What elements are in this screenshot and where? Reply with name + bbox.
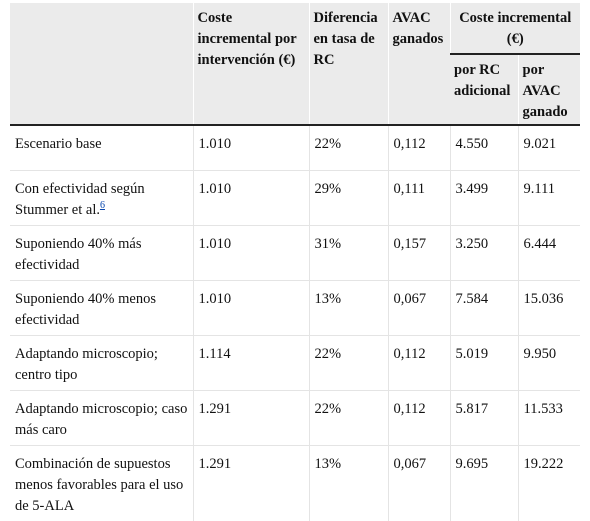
header-rc-diff: Diferencia en tasa de RC bbox=[308, 3, 388, 125]
cell-per-rc: 3.250 bbox=[449, 225, 518, 281]
cell-scenario: Combinación de supuestos menos favorable… bbox=[15, 455, 184, 514]
cell-diff: 29% bbox=[308, 170, 388, 226]
header-scenario bbox=[10, 3, 193, 125]
cell-scenario: Suponiendo 40% menos efectividad bbox=[10, 280, 193, 336]
sensitivity-table: Coste incremental por intervención (€) D… bbox=[10, 3, 580, 521]
cell-avac: 0,067 bbox=[387, 445, 450, 521]
cell-per-rc: 5.817 bbox=[449, 390, 518, 446]
cell-cost: 1.291 bbox=[192, 390, 309, 446]
cell-diff: 31% bbox=[308, 225, 388, 281]
table-row: Escenario base 1.010 22% 0,112 4.550 9.0… bbox=[10, 125, 580, 171]
table-row: Adaptando microscopio; caso más caro 1.2… bbox=[10, 390, 580, 446]
reference-link[interactable]: 6 bbox=[99, 199, 105, 211]
cell-cost: 1.010 bbox=[192, 170, 309, 226]
cell-avac: 0,112 bbox=[387, 335, 450, 391]
cell-scenario: Suponiendo 40% más efectividad bbox=[10, 225, 193, 281]
cell-per-avac: 19.222 bbox=[517, 445, 580, 521]
header-per-avac: por AVAC ganado bbox=[517, 54, 580, 125]
cell-scenario: Adaptando microscopio; caso más caro bbox=[10, 390, 193, 446]
table-body: Escenario base 1.010 22% 0,112 4.550 9.0… bbox=[10, 125, 580, 521]
cell-cost: 1.291 bbox=[192, 445, 309, 521]
table-row: Con efectividad según Stummer et al.6 1.… bbox=[10, 170, 580, 226]
table-row: Suponiendo 40% menos efectividad 1.010 1… bbox=[10, 280, 580, 336]
cell-cost: 1.114 bbox=[192, 335, 309, 391]
cell-per-avac: 11.533 bbox=[517, 390, 580, 446]
table-header: Coste incremental por intervención (€) D… bbox=[10, 3, 580, 125]
header-incremental-cost: Coste incremental (€) bbox=[449, 3, 580, 55]
cell-per-avac: 15.036 bbox=[517, 280, 580, 336]
cell-per-rc: 9.695 bbox=[449, 445, 518, 521]
cell-cost: 1.010 bbox=[192, 225, 309, 281]
cell-diff: 13% bbox=[308, 280, 388, 336]
cell-per-rc: 7.584 bbox=[449, 280, 518, 336]
cell-per-rc: 5.019 bbox=[449, 335, 518, 391]
cell-diff: 22% bbox=[308, 335, 388, 391]
cell-per-avac: 6.444 bbox=[517, 225, 580, 281]
cell-cost: 1.010 bbox=[192, 280, 309, 336]
table-row: Combinación de supuestos menos favorable… bbox=[10, 445, 580, 521]
cell-avac: 0,112 bbox=[387, 390, 450, 446]
cell-avac: 0,111 bbox=[387, 170, 450, 226]
cell-avac: 0,112 bbox=[387, 125, 450, 171]
table-row: Suponiendo 40% más efectividad 1.010 31%… bbox=[10, 225, 580, 281]
header-avac: AVAC ganados bbox=[387, 3, 450, 125]
cell-per-rc: 3.499 bbox=[449, 170, 518, 226]
cell-cost: 1.010 bbox=[192, 125, 309, 171]
cell-diff: 13% bbox=[308, 445, 388, 521]
cell-scenario: Con efectividad según Stummer et al.6 bbox=[10, 170, 193, 226]
cell-diff: 22% bbox=[308, 390, 388, 446]
table-row: Adaptando microscopio; centro tipo 1.114… bbox=[10, 335, 580, 391]
cell-avac: 0,157 bbox=[387, 225, 450, 281]
cell-diff: 22% bbox=[308, 125, 388, 171]
header-per-rc: por RC adicional bbox=[450, 54, 518, 125]
cell-per-rc: 4.550 bbox=[449, 125, 518, 171]
cell-scenario: Escenario base bbox=[10, 125, 193, 171]
cell-per-avac: 9.950 bbox=[517, 335, 580, 391]
cell-per-avac: 9.111 bbox=[517, 170, 580, 226]
cell-scenario: Adaptando microscopio; centro tipo bbox=[10, 335, 193, 391]
scenario-text: Con efectividad según Stummer et al. bbox=[15, 180, 145, 218]
page: Coste incremental por intervención (€) D… bbox=[10, 3, 580, 521]
cell-avac: 0,067 bbox=[387, 280, 450, 336]
cell-per-avac: 9.021 bbox=[517, 125, 580, 171]
header-intervention-cost: Coste incremental por intervención (€) bbox=[192, 3, 309, 125]
